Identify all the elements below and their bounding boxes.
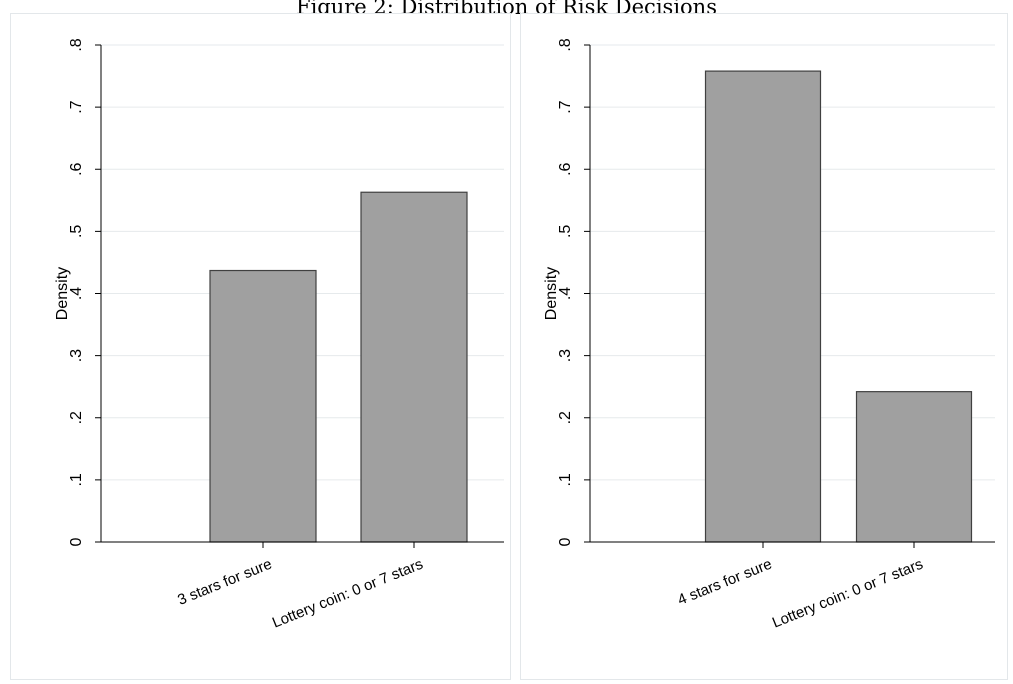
y-tick-label: .1: [68, 473, 85, 486]
x-category-label: 4 stars for sure: [675, 556, 774, 609]
bar: [209, 269, 317, 543]
y-tick-label: .8: [557, 38, 574, 51]
y-axis-label: Density: [54, 267, 71, 320]
x-category-label: Lottery coin: 0 or 7 stars: [270, 556, 426, 632]
x-category-label: Lottery coin: 0 or 7 stars: [770, 556, 926, 632]
y-tick-label: .6: [68, 162, 85, 175]
right-chart-panel: 0 .1 .2 .3 .4 .5 .6 .7 .8 4 stars for sure Lottery…: [520, 13, 1008, 680]
y-tick-label: .6: [557, 162, 574, 175]
x-category-label: 3 stars for sure: [175, 556, 274, 609]
y-tick-label: .8: [68, 38, 85, 51]
y-tick-label: .4: [68, 287, 85, 300]
y-axis-label: Density: [543, 267, 560, 320]
bar: [855, 391, 973, 543]
y-tick-label: .3: [68, 349, 85, 362]
right-bar-chart: 0 .1 .2 .3 .4 .5 .6 .7 .8 4 stars for sureLottery…: [543, 38, 995, 632]
y-tick-label: .1: [557, 473, 574, 486]
y-tick-label: .4: [557, 287, 574, 300]
y-tick-label: .3: [557, 349, 574, 362]
y-tick-label: .7: [557, 100, 574, 113]
y-tick-label: .2: [68, 411, 85, 424]
bar: [704, 70, 822, 543]
y-tick-label: .7: [68, 100, 85, 113]
y-tick-label: 0: [557, 537, 574, 546]
left-bar-chart: 0 .1 .2 .3 .4 .5 .6 .7 .8 3 stars for sureLottery…: [54, 38, 504, 632]
bar: [360, 191, 468, 543]
y-tick-label: .2: [557, 411, 574, 424]
y-tick-label: .5: [68, 225, 85, 238]
y-tick-label: .5: [557, 225, 574, 238]
left-chart-panel: 0 .1 .2 .3 .4 .5 .6 .7 .8 3 stars for sure Lottery…: [10, 13, 511, 680]
y-tick-label: 0: [68, 537, 85, 546]
